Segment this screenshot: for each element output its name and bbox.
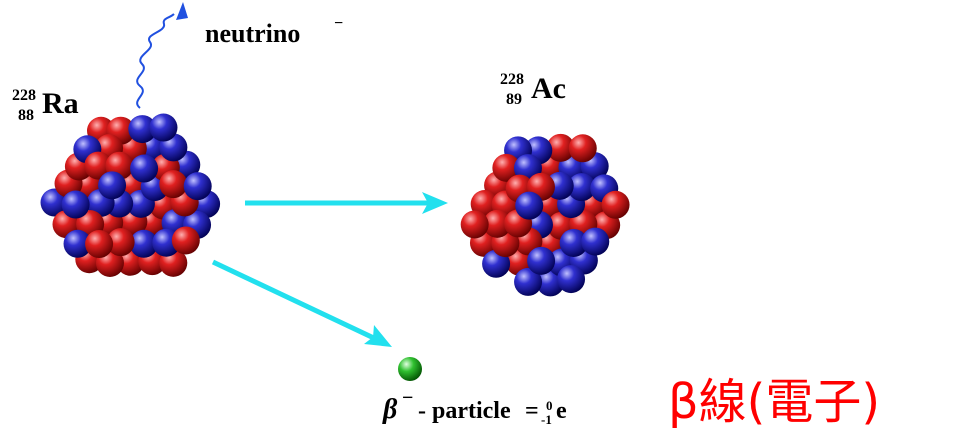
- parent-symbol: Ra: [42, 87, 79, 120]
- nucleon: [172, 226, 200, 254]
- nucleon: [98, 171, 126, 199]
- nucleon: [581, 228, 609, 256]
- beta-particle: e: [556, 398, 567, 424]
- nucleon: [527, 247, 555, 275]
- electron: [398, 357, 422, 381]
- nucleon: [149, 114, 177, 142]
- nucleon: [184, 172, 212, 200]
- daughter-atomic: 89: [506, 91, 522, 108]
- nucleon: [130, 155, 158, 183]
- beta-arrow: [213, 262, 378, 340]
- nucleon: [515, 192, 543, 220]
- nucleon: [85, 230, 113, 258]
- beta-atomic: -1: [541, 412, 552, 427]
- neutrino-arrowhead: [176, 2, 188, 20]
- parent-mass: 228: [12, 87, 36, 104]
- beta-equals: =: [525, 398, 539, 424]
- nucleon: [602, 191, 630, 219]
- neutrino-label: neutrino: [205, 19, 300, 48]
- nucleon: [557, 265, 585, 293]
- nucleon: [62, 191, 90, 219]
- beta-mass: 0: [546, 398, 553, 413]
- beta-charge: −: [402, 387, 413, 409]
- nucleon: [159, 170, 187, 198]
- beta-symbol: β: [382, 394, 398, 425]
- beta-label: - particle: [418, 398, 511, 424]
- daughter-symbol: Ac: [531, 72, 566, 105]
- diagram: neutrino − 228 88 Ra 228 89 Ac β − - par…: [0, 0, 953, 431]
- nucleon: [569, 134, 597, 162]
- nucleon: [461, 210, 489, 238]
- page: {"neutrino": {"label": "neutrino", "char…: [0, 0, 953, 431]
- daughter-mass: 228: [500, 71, 524, 88]
- neutrino-path: [137, 14, 174, 108]
- neutrino-charge: −: [334, 15, 343, 32]
- parent-atomic: 88: [18, 107, 34, 124]
- annotation: β線(電子): [668, 374, 880, 430]
